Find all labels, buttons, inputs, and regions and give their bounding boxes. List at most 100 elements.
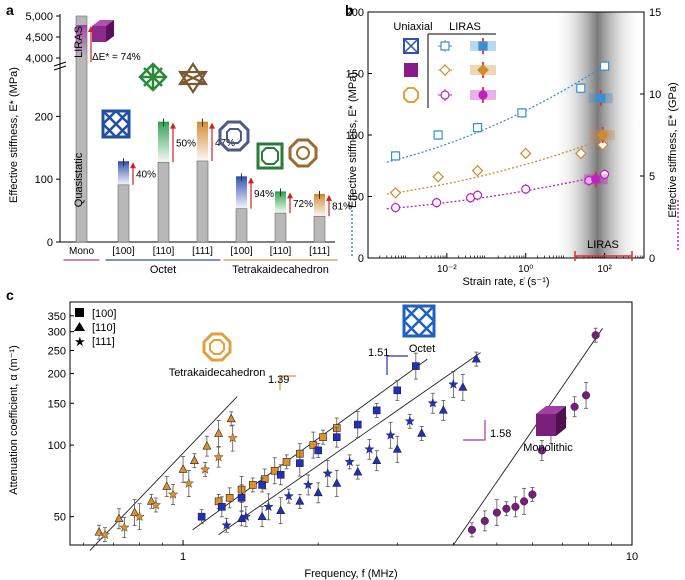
data-point <box>472 123 483 133</box>
data-point-circle <box>528 490 537 499</box>
data-point <box>599 61 610 71</box>
annotation-monolithic: Monolithic <box>523 442 573 454</box>
panel-b-ytick-label: 150 <box>346 69 364 81</box>
panel-label-c: c <box>6 287 14 303</box>
legend-110-label: [110] <box>92 322 116 334</box>
category-label: [100] <box>112 246 134 257</box>
data-point-triangle <box>178 464 188 473</box>
data-point-star <box>150 499 162 510</box>
data-point <box>472 190 483 200</box>
data-point <box>574 147 587 160</box>
power-law-fit <box>218 352 481 536</box>
panel-c-ytick-label: 200 <box>48 369 66 381</box>
data-point <box>440 41 450 51</box>
liras-bar <box>275 192 286 214</box>
data-point-star <box>364 443 375 454</box>
data-point <box>478 41 488 51</box>
data-point-triangle <box>438 405 448 414</box>
increase-arrowhead <box>287 192 293 199</box>
data-point-triangle <box>189 455 199 464</box>
panel-b-ylabel: Effective stiffness, E* (MPa) <box>347 72 359 208</box>
panel-c-ytick-label: 50 <box>54 512 66 524</box>
group-label: Tetrakaidecahedron <box>232 264 329 276</box>
octet-110-lattice-icon <box>138 62 168 92</box>
category-label: [110] <box>153 246 175 257</box>
legend-mono-icon <box>404 63 418 77</box>
increase-arrowhead <box>209 122 215 129</box>
increase-label: 50% <box>176 138 196 149</box>
data-point <box>433 130 443 140</box>
quasistatic-bar <box>235 208 248 243</box>
increase-label: 47% <box>215 138 235 149</box>
data-point-square <box>237 494 246 502</box>
increase-arrowhead <box>248 177 254 184</box>
panel-a-ytick-label: 4,500 <box>25 32 53 44</box>
data-point-square <box>353 420 362 429</box>
panel-c-xtick-label: 1 <box>180 551 186 563</box>
panel-c-fits <box>89 328 603 551</box>
panel-b-points <box>389 61 615 213</box>
legend-tk-icon <box>403 87 419 103</box>
panel-a-quasistatic-label: Quasistatic <box>73 152 85 207</box>
panel-a-yticks: 0 100 200 4,000 4,500 5,000 <box>25 11 60 249</box>
panel-a-ytick-label: 4,000 <box>25 53 53 65</box>
data-point-square <box>225 494 234 502</box>
octet-100-lattice-icon <box>101 109 131 139</box>
category-label: Mono <box>69 246 94 257</box>
tetrakaidecahedron-icon <box>202 332 232 362</box>
fit-curve <box>386 136 608 195</box>
data-point-circle <box>480 516 489 525</box>
data-point <box>591 174 601 184</box>
power-law-fit <box>452 328 603 546</box>
panel-a-axis-break-1 <box>53 61 67 67</box>
increase-arrowhead <box>326 194 332 201</box>
data-point-star <box>240 511 251 522</box>
panel-a-liras-label: LIRAS <box>73 26 85 58</box>
slope-triangle-monolithic <box>463 420 486 441</box>
data-point-square <box>197 512 206 521</box>
data-point-circle <box>581 391 591 400</box>
data-point-star <box>283 490 294 501</box>
panel-b-xtick-label: 10² <box>597 264 612 275</box>
data-point-star <box>99 529 111 540</box>
quasistatic-bar <box>274 212 287 243</box>
fit-curve <box>386 63 609 163</box>
data-point <box>432 170 444 183</box>
data-point-square <box>412 362 420 370</box>
data-point <box>599 169 610 179</box>
data-point-triangle <box>130 507 140 516</box>
legend-100-label: [100] <box>92 308 116 320</box>
data-point-square <box>319 433 327 441</box>
panel-c-legend: [100] [110] ★ [111] <box>74 308 116 349</box>
panel-c-ticks: 50 100 150 200 250 300 350 1 10 <box>48 311 638 563</box>
legend-uniaxial-header: Uniaxial <box>393 21 432 33</box>
panel-a-groups: Mono [100] [110] [111] [100] [110] [111] Octet T… <box>63 246 338 276</box>
data-point-triangle <box>276 505 286 514</box>
data-point-star <box>213 451 224 462</box>
fit-curve <box>386 173 608 210</box>
data-point-star <box>167 489 179 499</box>
panel-label-a: a <box>6 2 14 18</box>
panel-a-bars: 40% 50% 47% 94% 72% 81% <box>75 15 352 243</box>
panel-a-ylabel: Effective stiffness, E* (MPa) <box>8 67 20 203</box>
data-point <box>596 138 609 151</box>
data-point <box>521 184 531 194</box>
data-point-star <box>119 522 130 532</box>
data-point-star <box>385 429 396 440</box>
legend-star-marker: ★ <box>74 334 86 349</box>
panel-b-ytick-label: 50 <box>352 192 364 204</box>
data-point-circle <box>570 402 579 411</box>
quasistatic-bar <box>313 215 326 243</box>
liras-bar <box>236 177 247 209</box>
category-label: [111] <box>192 246 213 257</box>
data-point-triangle <box>114 513 124 523</box>
annotation-octet: Octet <box>409 343 435 355</box>
panel-c-xlabel: Frequency, f (MHz) <box>304 568 397 580</box>
data-point-square <box>296 459 304 467</box>
tk-100-lattice-icon <box>218 120 250 152</box>
data-point <box>517 108 527 118</box>
data-point <box>596 93 606 103</box>
data-point <box>478 90 488 100</box>
data-point-star <box>183 478 194 488</box>
increase-label: 40% <box>136 170 156 181</box>
